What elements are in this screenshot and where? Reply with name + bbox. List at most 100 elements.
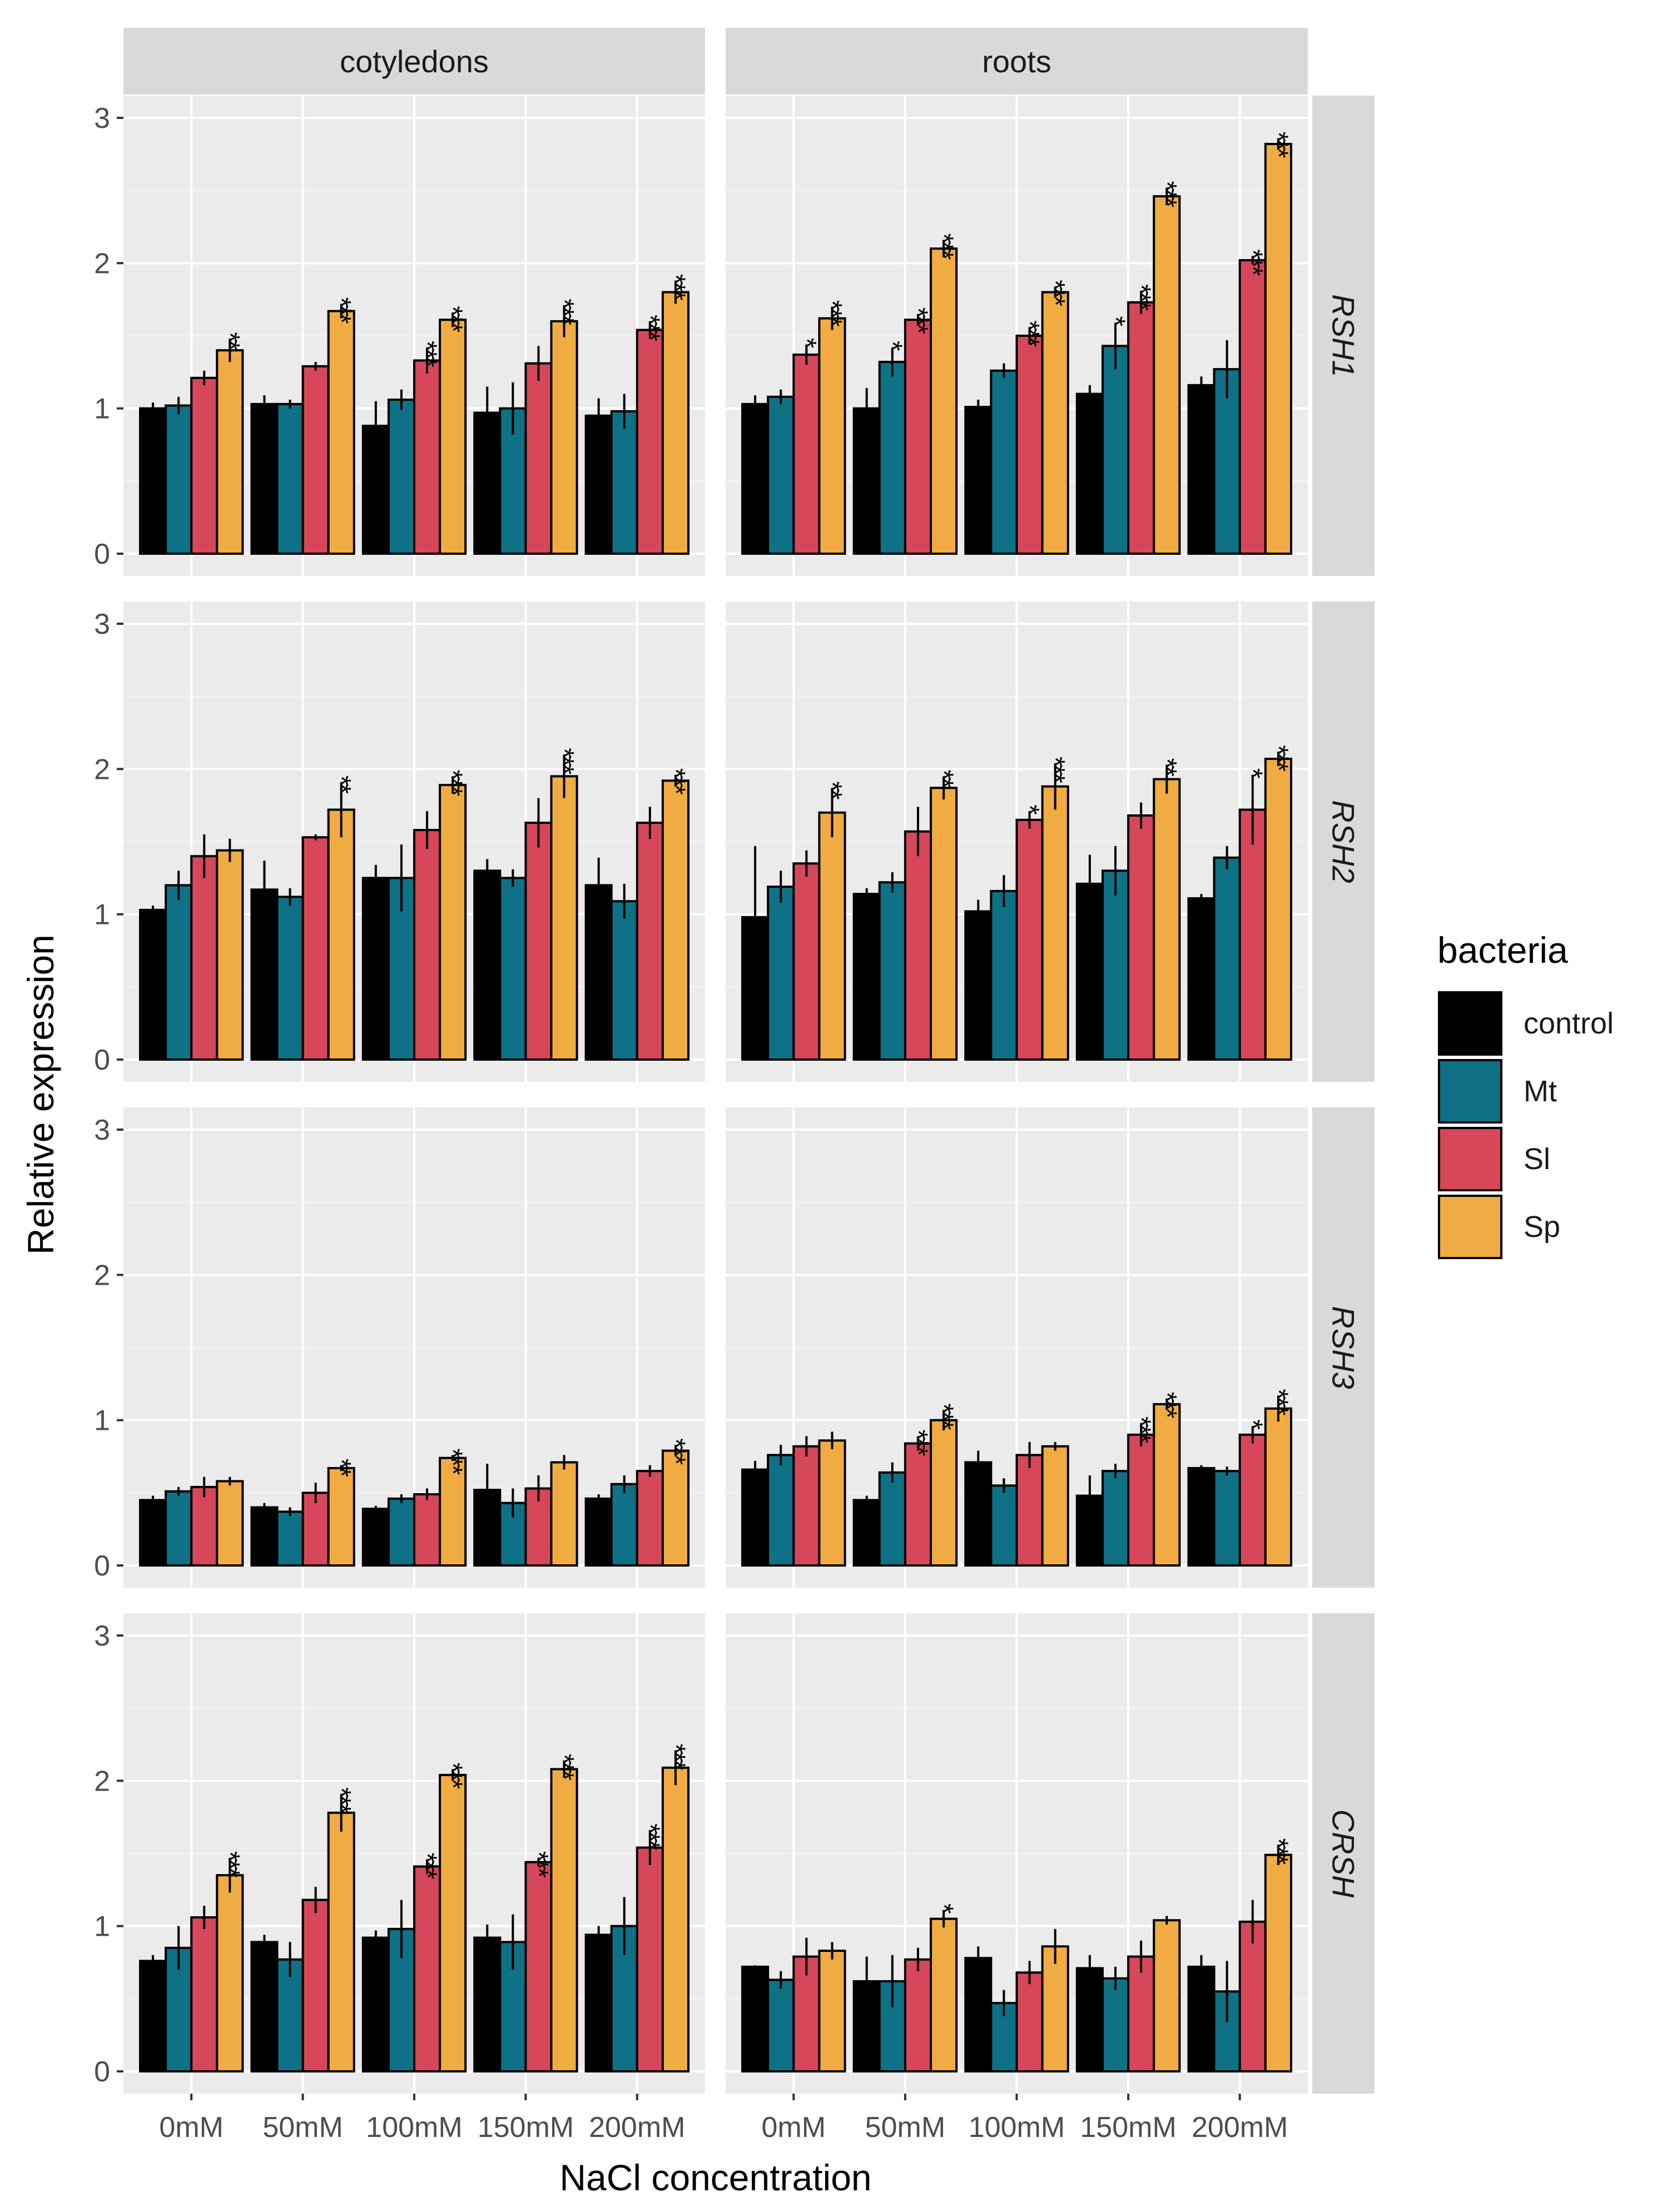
bar-sl-50mm (904, 830, 932, 1061)
bar-control-50mm (852, 407, 881, 555)
bar-sl-0mm (190, 1916, 219, 2072)
bar-mt-0mm (165, 1490, 193, 1567)
significance-label: *** (1152, 181, 1182, 207)
significance-label: *** (1263, 1838, 1293, 1864)
bar-mt-0mm (767, 395, 795, 555)
significance-label: *** (903, 307, 932, 334)
bar-mt-200mm (610, 900, 638, 1061)
bar-mt-0mm (165, 404, 193, 555)
significance-label: *** (438, 1762, 468, 1788)
bar-control-0mm (139, 1499, 167, 1567)
bar-control-150mm (473, 869, 502, 1061)
bar-control-100mm (964, 1461, 993, 1567)
significance-label: * (1015, 804, 1044, 814)
strip-rsh1 (1312, 96, 1375, 576)
bar-sl-50mm (904, 1442, 932, 1567)
bar-mt-0mm (767, 1979, 795, 2073)
y-tick-label: 3 (94, 608, 110, 640)
bar-sp-50mm (327, 310, 355, 555)
x-axis-title: NaCl concentration (559, 2157, 871, 2198)
significance-label: *** (903, 1429, 932, 1455)
bar-sl-100mm (413, 1865, 441, 2073)
bar-sl-200mm (1238, 1920, 1267, 2072)
bar-sp-200mm (661, 1766, 689, 2072)
bar-sp-0mm (818, 811, 846, 1061)
bar-mt-0mm (767, 1454, 795, 1567)
bar-sp-100mm (1041, 1945, 1069, 2073)
y-tick-label: 0 (94, 1550, 110, 1582)
bar-control-0mm (139, 908, 167, 1061)
bar-sp-100mm (1041, 1445, 1069, 1567)
bar-sp-100mm (439, 319, 467, 555)
bar-sp-0mm (216, 349, 244, 555)
bar-mt-0mm (165, 884, 193, 1061)
x-tick-label-50mm: 50mM (865, 2111, 945, 2144)
significance-label: *** (326, 297, 356, 324)
significance-label: *** (413, 1852, 442, 1878)
bar-control-100mm (964, 1957, 993, 2072)
bar-control-200mm (584, 414, 613, 555)
bar-mt-100mm (387, 398, 416, 555)
bar-sl-0mm (792, 1445, 821, 1567)
bar-control-0mm (741, 402, 770, 555)
bar-sp-150mm (550, 1461, 578, 1567)
bar-mt-200mm (610, 410, 638, 555)
bar-sl-100mm (1015, 1454, 1044, 1567)
panel-rsh2-cotyledons: ** ********* (123, 602, 705, 1082)
bar-sl-200mm (636, 1846, 664, 2072)
legend-key-sp (1438, 1195, 1502, 1259)
strip-rsh2 (1312, 602, 1375, 1082)
significance-label: *** (1263, 132, 1293, 158)
bar-sp-100mm (1041, 291, 1069, 555)
bar-sp-200mm (661, 779, 689, 1061)
bar-control-0mm (139, 1960, 167, 2073)
significance-label: *** (1040, 280, 1070, 306)
bar-sp-50mm (930, 1917, 958, 2073)
significance-label: *** (1152, 1391, 1182, 1418)
bar-sl-200mm (1238, 1433, 1267, 1567)
bar-mt-150mm (1101, 345, 1130, 555)
panel-rsh1-cotyledons: *********** ********* (123, 96, 705, 576)
legend-label-sp: Sp (1524, 1210, 1560, 1244)
bar-control-150mm (473, 1936, 502, 2072)
legend-key-sl (1438, 1127, 1502, 1191)
bar-control-200mm (1187, 897, 1216, 1061)
significance-label: *** (635, 315, 664, 341)
significance-label: *** (549, 299, 579, 325)
panel-rsh3-roots: **************** (726, 1107, 1308, 1588)
bar-sp-0mm (216, 1874, 244, 2072)
bar-mt-200mm (1213, 1470, 1241, 1567)
significance-label: *** (438, 1448, 468, 1474)
significance-label: *** (661, 1438, 690, 1464)
x-tick-label-150mm: 150mM (1080, 2111, 1176, 2144)
bar-control-0mm (741, 1965, 770, 2073)
bar-sp-150mm (1153, 778, 1181, 1061)
bar-mt-50mm (878, 1471, 906, 1567)
bar-control-0mm (139, 407, 167, 555)
bar-sl-100mm (1015, 1971, 1044, 2072)
significance-label: *** (215, 1851, 245, 1877)
bar-sp-0mm (216, 1480, 244, 1567)
panel-rsh2-roots: ******** ** **** (726, 602, 1308, 1082)
significance-label: * (929, 1903, 959, 1913)
bar-sp-200mm (661, 291, 689, 555)
bar-sp-150mm (550, 1768, 578, 2073)
legend-title: bacteria (1437, 929, 1568, 971)
significance-label: *** (438, 306, 468, 332)
bar-sp-50mm (327, 1811, 355, 2072)
significance-label: *** (413, 341, 442, 367)
bar-control-200mm (1187, 1965, 1216, 2073)
strip-crsh (1312, 1613, 1375, 2094)
bar-mt-0mm (767, 886, 795, 1061)
bar-mt-200mm (1213, 856, 1241, 1061)
bar-sp-200mm (1264, 1407, 1292, 1567)
bar-mt-150mm (1101, 869, 1130, 1061)
bar-sl-100mm (1015, 335, 1044, 555)
significance-label: ** (929, 769, 959, 788)
bar-control-150mm (1075, 392, 1104, 555)
bar-sp-0mm (818, 1439, 846, 1567)
bar-sp-200mm (661, 1449, 689, 1567)
significance-label: *** (326, 1787, 356, 1813)
bar-control-100mm (361, 1936, 390, 2072)
significance-label: *** (1263, 1389, 1293, 1415)
